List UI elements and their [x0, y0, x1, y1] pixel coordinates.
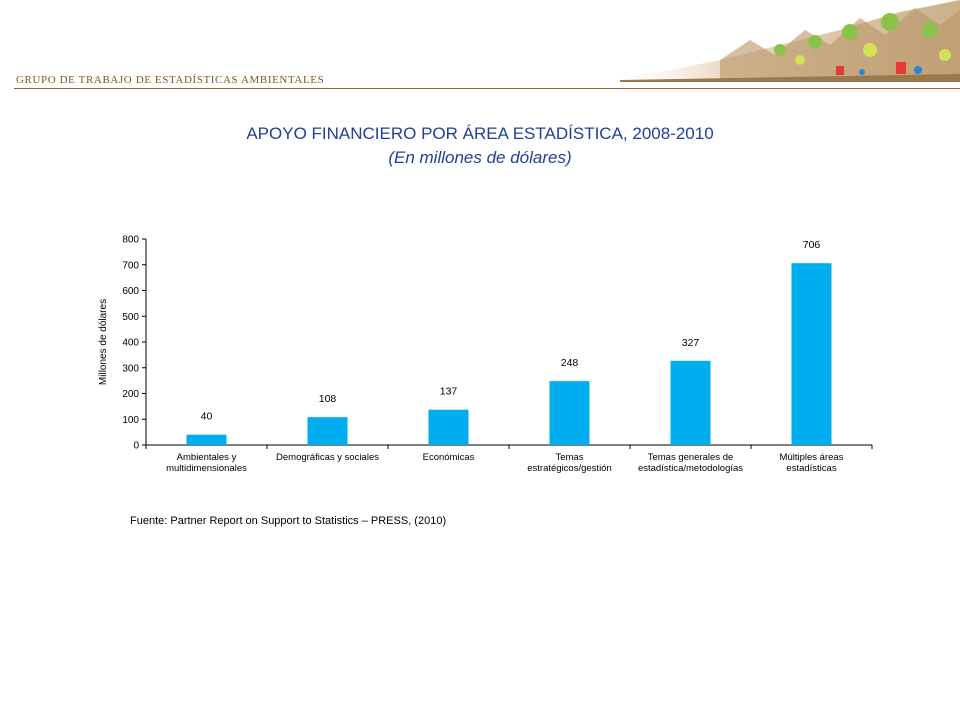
chart-subtitle: (En millones de dólares): [388, 148, 572, 167]
y-tick-label: 200: [122, 389, 139, 400]
y-axis-label: Millones de dólares: [98, 299, 109, 385]
header-label: GRUPO DE TRABAJO DE ESTADÍSTICAS AMBIENT…: [16, 74, 325, 86]
chart-title: APOYO FINANCIERO POR ÁREA ESTADÍSTICA, 2…: [246, 124, 714, 143]
data-label: 137: [440, 386, 458, 398]
header-banner-illustration: [600, 0, 960, 82]
y-tick-label: 500: [122, 312, 139, 323]
x-tick-label: Demográficas y sociales: [276, 452, 379, 463]
x-tick-label: Económicas: [423, 452, 475, 463]
data-label: 108: [319, 393, 337, 405]
x-tick-label: estadísticas: [786, 463, 836, 474]
bar: [186, 434, 227, 445]
x-tick-label: estratégicos/gestión: [527, 463, 612, 474]
bar: [670, 360, 711, 445]
bar: [307, 417, 348, 445]
bar: [428, 409, 469, 445]
x-tick-label: Múltiples áreas: [780, 452, 844, 463]
y-tick-label: 800: [122, 235, 139, 246]
header-divider: [14, 88, 960, 89]
x-tick-label: Ambientales y: [177, 452, 237, 463]
y-tick-label: 400: [122, 338, 139, 349]
y-tick-label: 0: [133, 441, 139, 452]
y-tick-label: 300: [122, 363, 139, 374]
y-tick-label: 600: [122, 286, 139, 297]
data-label: 40: [201, 411, 213, 423]
x-tick-label: multidimensionales: [166, 463, 247, 474]
bar: [549, 381, 590, 445]
bar-chart: 0 100 200 300 400 500 600 700 800 Millones de dól…: [98, 235, 873, 474]
x-tick-label: Temas generales de: [648, 452, 734, 463]
y-tick-label: 100: [122, 415, 139, 426]
data-label: 248: [561, 357, 579, 369]
x-tick-label: estadística/metodologías: [638, 463, 743, 474]
source-note: Fuente: Partner Report on Support to Sta…: [130, 515, 447, 527]
y-tick-label: 700: [122, 260, 139, 271]
x-tick-label: Temas: [556, 452, 584, 463]
bar: [791, 263, 832, 445]
data-label: 706: [803, 239, 821, 251]
data-label: 327: [682, 337, 700, 349]
